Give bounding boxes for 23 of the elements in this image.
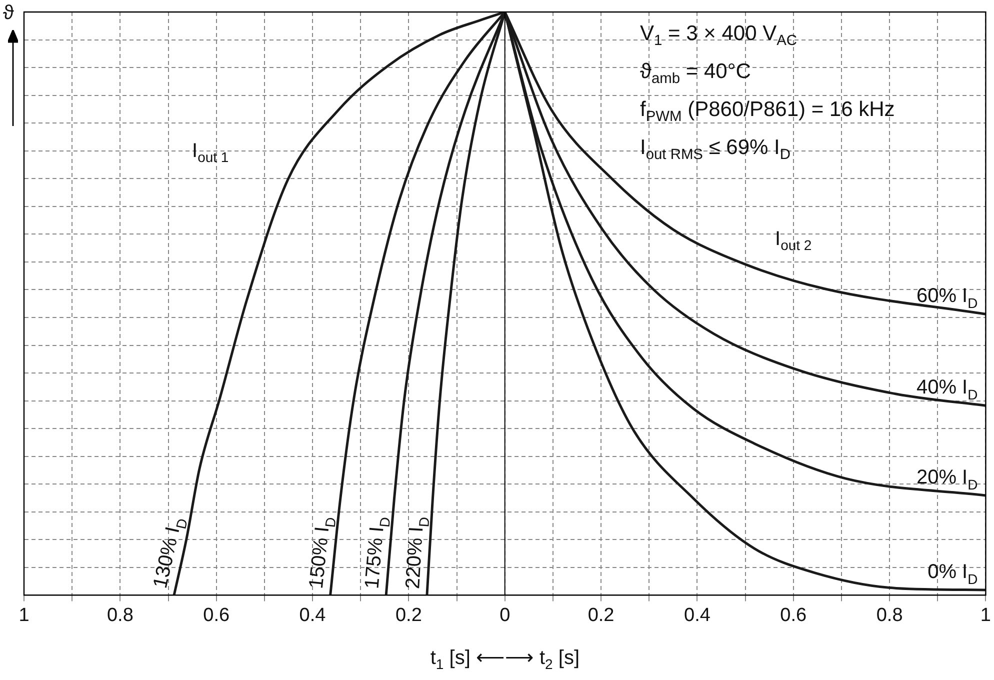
x-tick-label: 0.2 [588, 604, 614, 626]
annotation: I$_{out 2}$ [775, 228, 812, 253]
annotation: I$_{out 1}$ [192, 140, 229, 165]
annotation: I$_{out RMS}$ ≤ 69% I$_{D}$ [640, 136, 790, 164]
x-tick-label: 0.6 [780, 604, 807, 626]
x-tick-label: 1 [18, 604, 30, 626]
x-axis-title: t$_{1}$ [s] ⟵⟶ t$_{2}$ [s] [430, 646, 580, 672]
y-axis-title: ϑ [3, 2, 14, 25]
annotation: ϑ$_{amb}$ = 40°C [640, 60, 751, 88]
annotation: V$_{1}$ = 3 × 400 V$_{AC}$ [640, 22, 798, 50]
text: 220% ID [402, 516, 432, 590]
x-tick-label: 0.4 [684, 604, 711, 626]
x-tick-label: 0.2 [395, 604, 422, 626]
x-tick-label: 0.8 [106, 604, 134, 626]
x-tick-label: 1 [980, 604, 992, 626]
text: 150% ID [305, 516, 339, 590]
annotation: f$_{PWM}$ (P860/P861) = 16 kHz [640, 98, 895, 126]
x-tick-label: 0 [500, 604, 510, 626]
text: 175% ID [361, 516, 394, 590]
x-tick-label: 0.8 [876, 604, 903, 626]
x-tick-label: 0.4 [299, 604, 326, 626]
x-tick-label: 0.6 [203, 604, 230, 626]
text: 130% ID [149, 517, 190, 590]
